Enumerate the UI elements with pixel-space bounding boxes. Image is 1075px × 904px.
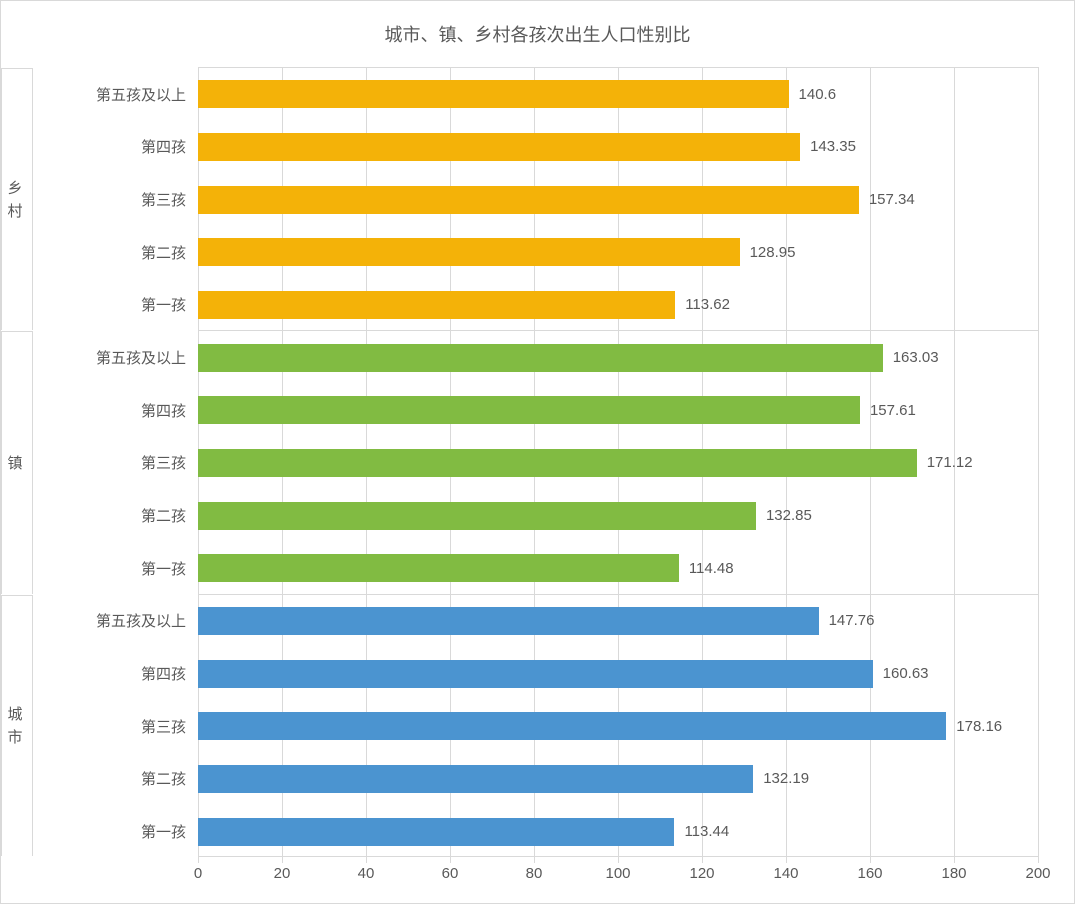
plot-area: 020406080100120140160180200乡村第五孩及以上140.6…	[198, 67, 1038, 857]
x-tick-label: 20	[274, 857, 291, 882]
group-divider-top	[1, 595, 32, 596]
x-tick-label: 140	[773, 857, 798, 882]
bar-category-label: 第四孩	[32, 663, 198, 684]
bar-value-label: 140.6	[789, 86, 837, 103]
group-divider-outer	[1, 68, 2, 330]
bar-row: 第三孩157.34	[198, 173, 1038, 226]
bar-category-label: 第一孩	[32, 821, 198, 842]
bar	[198, 396, 860, 424]
group-label: 城市	[4, 595, 24, 856]
x-tick-label: 0	[194, 857, 202, 882]
bar	[198, 80, 789, 108]
bar-value-label: 157.34	[859, 191, 915, 208]
bar-row: 第三孩178.16	[198, 700, 1038, 753]
x-tick-label: 40	[358, 857, 375, 882]
bar-category-label: 第三孩	[32, 189, 198, 210]
group-label: 乡村	[4, 68, 24, 330]
bar	[198, 133, 800, 161]
bar	[198, 186, 859, 214]
bar	[198, 660, 873, 688]
bar	[198, 712, 946, 740]
bar	[198, 291, 675, 319]
chart-title: 城市、镇、乡村各孩次出生人口性别比	[1, 21, 1074, 47]
bar-category-label: 第四孩	[32, 136, 198, 157]
chart-container: 城市、镇、乡村各孩次出生人口性别比 0204060801001201401601…	[0, 0, 1075, 904]
group-divider-outer	[1, 595, 2, 856]
group-label: 镇	[4, 331, 24, 593]
bar-group: 镇第五孩及以上163.03第四孩157.61第三孩171.12第二孩132.85…	[198, 330, 1038, 593]
bar	[198, 554, 679, 582]
group-divider-outer	[1, 331, 2, 593]
bar-value-label: 147.76	[819, 612, 875, 629]
bar	[198, 818, 674, 846]
bar-row: 第二孩132.19	[198, 753, 1038, 806]
bar-row: 第五孩及以上140.6	[198, 68, 1038, 121]
group-divider-top	[1, 331, 32, 332]
bar-value-label: 160.63	[873, 665, 929, 682]
bar-category-label: 第一孩	[32, 558, 198, 579]
bar-row: 第四孩143.35	[198, 121, 1038, 174]
bar-value-label: 178.16	[946, 718, 1002, 735]
bar-value-label: 171.12	[917, 454, 973, 471]
bar-row: 第二孩128.95	[198, 226, 1038, 279]
bar	[198, 449, 917, 477]
bar-category-label: 第五孩及以上	[32, 84, 198, 105]
bar-row: 第五孩及以上163.03	[198, 331, 1038, 384]
bar-category-label: 第三孩	[32, 452, 198, 473]
bar-value-label: 157.61	[860, 402, 916, 419]
x-tick-label: 60	[442, 857, 459, 882]
x-tick-label: 120	[689, 857, 714, 882]
bar-category-label: 第五孩及以上	[32, 347, 198, 368]
bar-group: 乡村第五孩及以上140.6第四孩143.35第三孩157.34第二孩128.95…	[198, 67, 1038, 330]
bar-value-label: 132.19	[753, 770, 809, 787]
bar-value-label: 113.44	[674, 823, 729, 840]
bar-value-label: 113.62	[675, 296, 730, 313]
bar-value-label: 132.85	[756, 507, 812, 524]
x-tick-label: 200	[1025, 857, 1050, 882]
bar-value-label: 143.35	[800, 138, 856, 155]
bar	[198, 344, 883, 372]
bar-row: 第四孩160.63	[198, 647, 1038, 700]
x-tick-label: 180	[941, 857, 966, 882]
bar-row: 第一孩113.44	[198, 805, 1038, 858]
bar	[198, 765, 753, 793]
group-divider-top	[1, 68, 32, 69]
bar	[198, 607, 819, 635]
bar-row: 第一孩113.62	[198, 279, 1038, 332]
x-tick-label: 100	[605, 857, 630, 882]
bar-category-label: 第三孩	[32, 716, 198, 737]
bar	[198, 238, 740, 266]
bar-category-label: 第二孩	[32, 505, 198, 526]
bar-group: 城市第五孩及以上147.76第四孩160.63第三孩178.16第二孩132.1…	[198, 594, 1038, 857]
bar-value-label: 128.95	[740, 244, 796, 261]
bar-category-label: 第二孩	[32, 768, 198, 789]
bar-row: 第五孩及以上147.76	[198, 595, 1038, 648]
x-tick-label: 160	[857, 857, 882, 882]
bar-category-label: 第一孩	[32, 294, 198, 315]
bar-category-label: 第二孩	[32, 242, 198, 263]
bar	[198, 502, 756, 530]
gridline	[1038, 67, 1039, 857]
bar-row: 第三孩171.12	[198, 437, 1038, 490]
bar-value-label: 163.03	[883, 349, 939, 366]
bar-category-label: 第五孩及以上	[32, 610, 198, 631]
bar-category-label: 第四孩	[32, 400, 198, 421]
x-tick-label: 80	[526, 857, 543, 882]
bar-row: 第一孩114.48	[198, 542, 1038, 595]
bar-row: 第四孩157.61	[198, 384, 1038, 437]
bar-row: 第二孩132.85	[198, 489, 1038, 542]
bar-value-label: 114.48	[679, 560, 734, 577]
